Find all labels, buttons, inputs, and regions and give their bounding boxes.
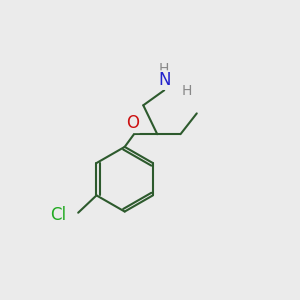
Text: H: H — [182, 84, 192, 98]
Text: N: N — [158, 71, 170, 89]
Text: O: O — [126, 114, 139, 132]
Text: O: O — [126, 114, 139, 132]
Text: N: N — [158, 71, 170, 89]
Text: H: H — [159, 62, 169, 76]
Text: Cl: Cl — [50, 206, 67, 224]
